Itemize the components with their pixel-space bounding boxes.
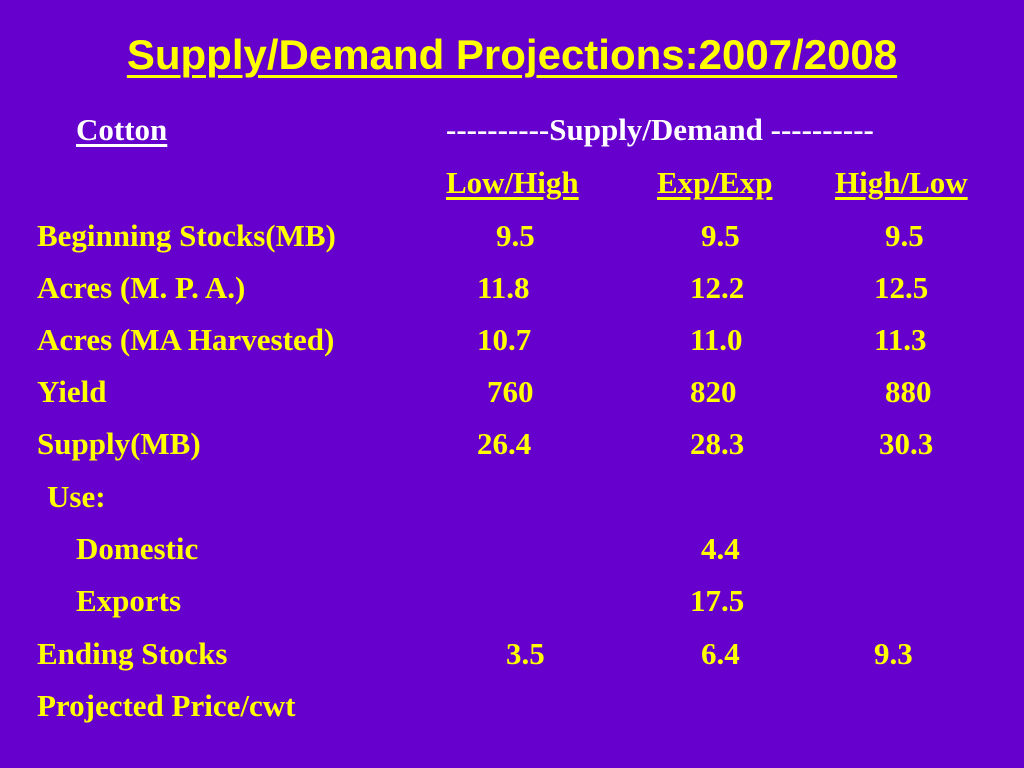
row-label-supply: Supply(MB): [37, 426, 201, 461]
column-header-exp-exp: Exp/Exp: [657, 165, 773, 200]
value-acres-mpa-high: 12.5: [874, 270, 929, 305]
row-label-yield: Yield: [37, 374, 107, 409]
value-beginning-stocks-high: 9.5: [885, 218, 924, 253]
row-label-exports: Exports: [76, 583, 182, 618]
value-ending-stocks-low: 3.5: [506, 636, 545, 671]
value-acres-harvested-low: 10.7: [477, 322, 532, 357]
value-exports-exp: 17.5: [690, 583, 745, 618]
column-header-low-high: Low/High: [446, 165, 579, 200]
value-yield-high: 880: [885, 374, 932, 409]
value-beginning-stocks-low: 9.5: [496, 218, 535, 253]
row-label-acres-harvested: Acres (MA Harvested): [37, 322, 335, 357]
row-label-projected-price: Projected Price/cwt: [37, 688, 296, 723]
row-label-use: Use:: [47, 479, 106, 514]
value-acres-harvested-exp: 11.0: [690, 322, 743, 357]
value-beginning-stocks-exp: 9.5: [701, 218, 740, 253]
value-ending-stocks-high: 9.3: [874, 636, 913, 671]
commodity-label: Cotton: [76, 112, 168, 147]
value-acres-mpa-low: 11.8: [477, 270, 530, 305]
slide-title: Supply/Demand Projections:2007/2008: [126, 31, 898, 78]
row-label-acres-mpa: Acres (M. P. A.): [37, 270, 246, 305]
value-yield-low: 760: [487, 374, 534, 409]
value-acres-mpa-exp: 12.2: [690, 270, 745, 305]
value-acres-harvested-high: 11.3: [874, 322, 927, 357]
column-header-high-low: High/Low: [835, 165, 968, 200]
value-domestic-exp: 4.4: [701, 531, 740, 566]
value-supply-exp: 28.3: [690, 426, 745, 461]
row-label-domestic: Domestic: [76, 531, 199, 566]
value-supply-low: 26.4: [477, 426, 532, 461]
row-label-ending-stocks: Ending Stocks: [37, 636, 228, 671]
row-label-beginning-stocks: Beginning Stocks(MB): [37, 218, 336, 253]
group-header: ----------Supply/Demand ----------: [446, 112, 874, 147]
value-yield-exp: 820: [690, 374, 737, 409]
value-ending-stocks-exp: 6.4: [701, 636, 740, 671]
value-supply-high: 30.3: [879, 426, 934, 461]
